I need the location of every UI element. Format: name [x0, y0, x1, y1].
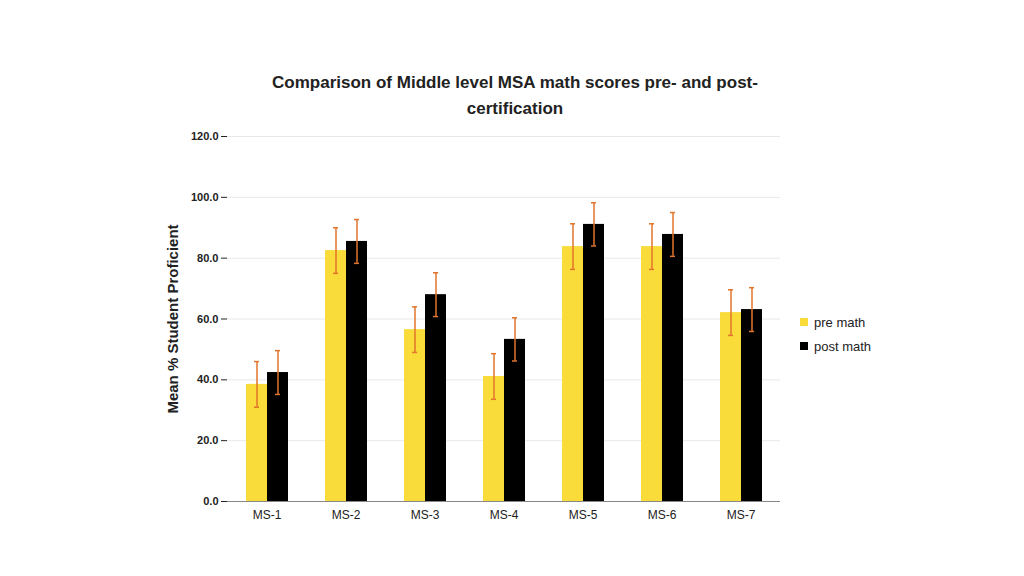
html-text:pre math: pre math	[814, 314, 866, 330]
svg-text:0.0: 0.0	[203, 495, 218, 507]
svg-text:MS-6: MS-6	[648, 508, 677, 522]
svg-text:MS-3: MS-3	[411, 508, 440, 522]
html-text:Comparison of Middle level MSA: Comparison of Middle level MSA math scor…	[272, 73, 758, 118]
svg-text:MS-2: MS-2	[332, 508, 361, 522]
svg-text:MS-4: MS-4	[490, 508, 519, 522]
html-text:post math: post math	[814, 338, 872, 354]
svg-text:60.0: 60.0	[197, 313, 218, 325]
svg-text:120.0: 120.0	[191, 130, 219, 142]
svg-text:MS-7: MS-7	[727, 508, 756, 522]
svg-text:100.0: 100.0	[191, 191, 219, 203]
svg-text:40.0: 40.0	[197, 373, 218, 385]
svg-text:Mean % Student Proficient: Mean % Student Proficient	[164, 224, 181, 413]
svg-text:80.0: 80.0	[197, 252, 218, 264]
svg-text:MS-5: MS-5	[569, 508, 598, 522]
svg-text:20.0: 20.0	[197, 434, 218, 446]
svg-text:MS-1: MS-1	[253, 508, 282, 522]
